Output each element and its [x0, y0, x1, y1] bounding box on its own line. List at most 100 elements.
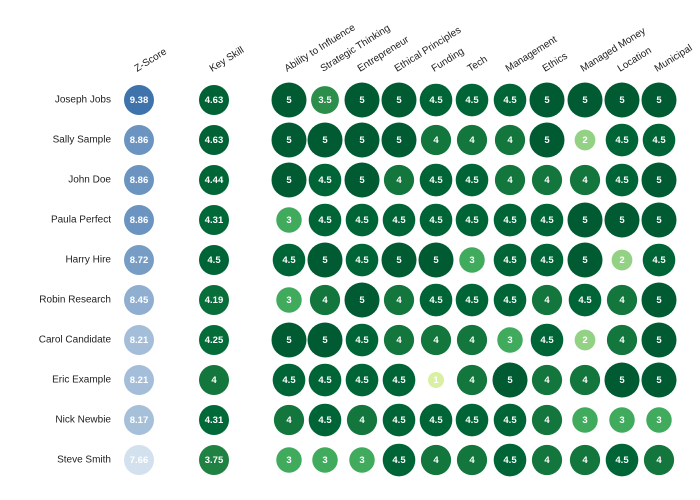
- bubble-funding-nick-newbie: [419, 403, 453, 437]
- bubble-funding-paula-perfect: [419, 203, 453, 237]
- data-label-key-skill-paula-perfect: 4.31: [205, 215, 224, 226]
- data-label-ethical-principles-carol-candidate: 4: [396, 335, 402, 346]
- data-label-tech-paula-perfect: 4.5: [465, 215, 479, 226]
- data-label-municipal-robin-research: 5: [656, 295, 662, 306]
- column-header-managed-money: Managed Money: [579, 26, 648, 75]
- bubble-tech-nick-newbie: [455, 403, 489, 437]
- bubble-key-skill-steve-smith: [199, 445, 229, 475]
- data-label-entrepreneur-harry-hire: 4.5: [355, 255, 369, 266]
- bubble-funding-sally-sample: [420, 124, 452, 156]
- bubble-municipal-steve-smith: [643, 444, 675, 476]
- bubble-strategic-thinking-robin-research: [309, 284, 341, 316]
- bubble-tech-john-doe: [455, 163, 489, 197]
- data-label-management-carol-candidate: 3: [507, 335, 512, 346]
- data-label-ethics-john-doe: 4: [544, 175, 550, 186]
- row-label-carol-candidate: Carol Candidate: [39, 335, 112, 346]
- bubble-management-carol-candidate: [497, 327, 523, 353]
- data-label-key-skill-john-doe: 4.44: [205, 175, 224, 186]
- bubble-ability-to-influence-robin-research: [276, 287, 302, 313]
- data-label-z-score-carol-candidate: 8.21: [130, 335, 149, 346]
- bubble-z-score-steve-smith: [124, 445, 154, 475]
- row-label-steve-smith: Steve Smith: [57, 455, 111, 466]
- data-label-location-nick-newbie: 3: [619, 415, 624, 426]
- bubble-ethical-principles-eric-example: [382, 363, 416, 397]
- bubble-ethics-paula-perfect: [530, 203, 564, 237]
- bubble-z-score-robin-research: [124, 285, 154, 315]
- table-row: John Doe 8.86 4.44 5 4.5 5 4 4.5 4.5 4 4 4 4.5 5: [68, 162, 677, 198]
- bubble-ethical-principles-nick-newbie: [382, 403, 416, 437]
- data-label-management-eric-example: 5: [507, 375, 513, 386]
- bubble-ability-to-influence-joseph-jobs: [271, 82, 307, 118]
- bubble-municipal-eric-example: [641, 362, 677, 398]
- row-label-nick-newbie: Nick Newbie: [55, 415, 111, 426]
- data-label-entrepreneur-sally-sample: 5: [359, 135, 365, 146]
- bubble-key-skill-sally-sample: [199, 125, 229, 155]
- data-label-municipal-eric-example: 5: [656, 375, 662, 386]
- data-label-municipal-joseph-jobs: 5: [656, 95, 662, 106]
- data-label-ability-to-influence-john-doe: 5: [286, 175, 292, 186]
- bubble-location-harry-hire: [611, 249, 633, 271]
- bubble-funding-carol-candidate: [420, 324, 452, 356]
- data-label-tech-eric-example: 4: [469, 375, 475, 386]
- bubble-entrepreneur-sally-sample: [344, 122, 380, 158]
- bubble-strategic-thinking-nick-newbie: [308, 403, 342, 437]
- bubble-tech-robin-research: [455, 283, 489, 317]
- bubble-ability-to-influence-carol-candidate: [271, 322, 307, 358]
- data-label-ethical-principles-paula-perfect: 4.5: [392, 215, 406, 226]
- bubble-location-carol-candidate: [606, 324, 638, 356]
- bubble-entrepreneur-john-doe: [344, 162, 380, 198]
- bubble-strategic-thinking-sally-sample: [307, 122, 343, 158]
- data-label-ethics-robin-research: 4: [544, 295, 550, 306]
- data-label-strategic-thinking-steve-smith: 3: [322, 455, 327, 466]
- bubble-ethics-eric-example: [531, 364, 563, 396]
- data-label-ability-to-influence-paula-perfect: 3: [286, 215, 291, 226]
- bubble-z-score-carol-candidate: [124, 325, 154, 355]
- bubble-location-robin-research: [606, 284, 638, 316]
- data-label-ethical-principles-steve-smith: 4.5: [392, 455, 406, 466]
- bubble-location-joseph-jobs: [604, 82, 640, 118]
- bubble-strategic-thinking-joseph-jobs: [311, 86, 339, 114]
- data-label-location-paula-perfect: 5: [619, 215, 625, 226]
- bubble-ethics-carol-candidate: [530, 323, 564, 357]
- data-label-funding-paula-perfect: 4.5: [429, 215, 443, 226]
- bubble-ethical-principles-carol-candidate: [383, 324, 415, 356]
- bubble-key-skill-robin-research: [199, 285, 229, 315]
- data-label-ethics-joseph-jobs: 5: [544, 95, 550, 106]
- data-label-strategic-thinking-joseph-jobs: 3.5: [318, 95, 332, 106]
- data-label-key-skill-robin-research: 4.19: [205, 295, 224, 306]
- data-label-strategic-thinking-carol-candidate: 5: [322, 335, 328, 346]
- data-label-management-harry-hire: 4.5: [503, 255, 517, 266]
- data-label-managed-money-john-doe: 4: [582, 175, 588, 186]
- data-label-ethics-eric-example: 4: [544, 375, 550, 386]
- bubble-location-john-doe: [605, 163, 639, 197]
- bubble-managed-money-nick-newbie: [572, 407, 598, 433]
- table-row: Joseph Jobs 9.38 4.63 5 3.5 5 5 4.5 4.5 4.5 5 5 5 5: [55, 82, 677, 118]
- data-label-ethics-carol-candidate: 4.5: [540, 335, 554, 346]
- data-label-managed-money-steve-smith: 4: [582, 455, 588, 466]
- data-label-key-skill-harry-hire: 4.5: [207, 255, 221, 266]
- bubble-key-skill-eric-example: [199, 365, 229, 395]
- data-label-key-skill-sally-sample: 4.63: [205, 135, 224, 146]
- bubble-managed-money-eric-example: [569, 364, 601, 396]
- data-label-tech-joseph-jobs: 4.5: [465, 95, 479, 106]
- bubble-management-robin-research: [493, 283, 527, 317]
- data-label-entrepreneur-joseph-jobs: 5: [359, 95, 365, 106]
- bubble-managed-money-joseph-jobs: [567, 82, 603, 118]
- bubble-tech-sally-sample: [456, 124, 488, 156]
- bubble-entrepreneur-steve-smith: [349, 447, 375, 473]
- data-label-ability-to-influence-nick-newbie: 4: [286, 415, 292, 426]
- data-label-ability-to-influence-sally-sample: 5: [286, 135, 292, 146]
- bubble-ethics-harry-hire: [530, 243, 564, 277]
- data-label-funding-eric-example: 1: [433, 375, 439, 386]
- data-label-ethics-sally-sample: 5: [544, 135, 550, 146]
- bubble-z-score-joseph-jobs: [124, 85, 154, 115]
- bubble-tech-harry-hire: [459, 247, 485, 273]
- bubble-entrepreneur-eric-example: [345, 363, 379, 397]
- data-label-ability-to-influence-eric-example: 4.5: [282, 375, 296, 386]
- data-label-municipal-steve-smith: 4: [656, 455, 662, 466]
- bubble-tech-joseph-jobs: [455, 83, 489, 117]
- bubble-ability-to-influence-nick-newbie: [273, 404, 305, 436]
- data-label-ability-to-influence-joseph-jobs: 5: [286, 95, 292, 106]
- data-label-managed-money-robin-research: 4.5: [578, 295, 592, 306]
- data-label-management-john-doe: 4: [507, 175, 513, 186]
